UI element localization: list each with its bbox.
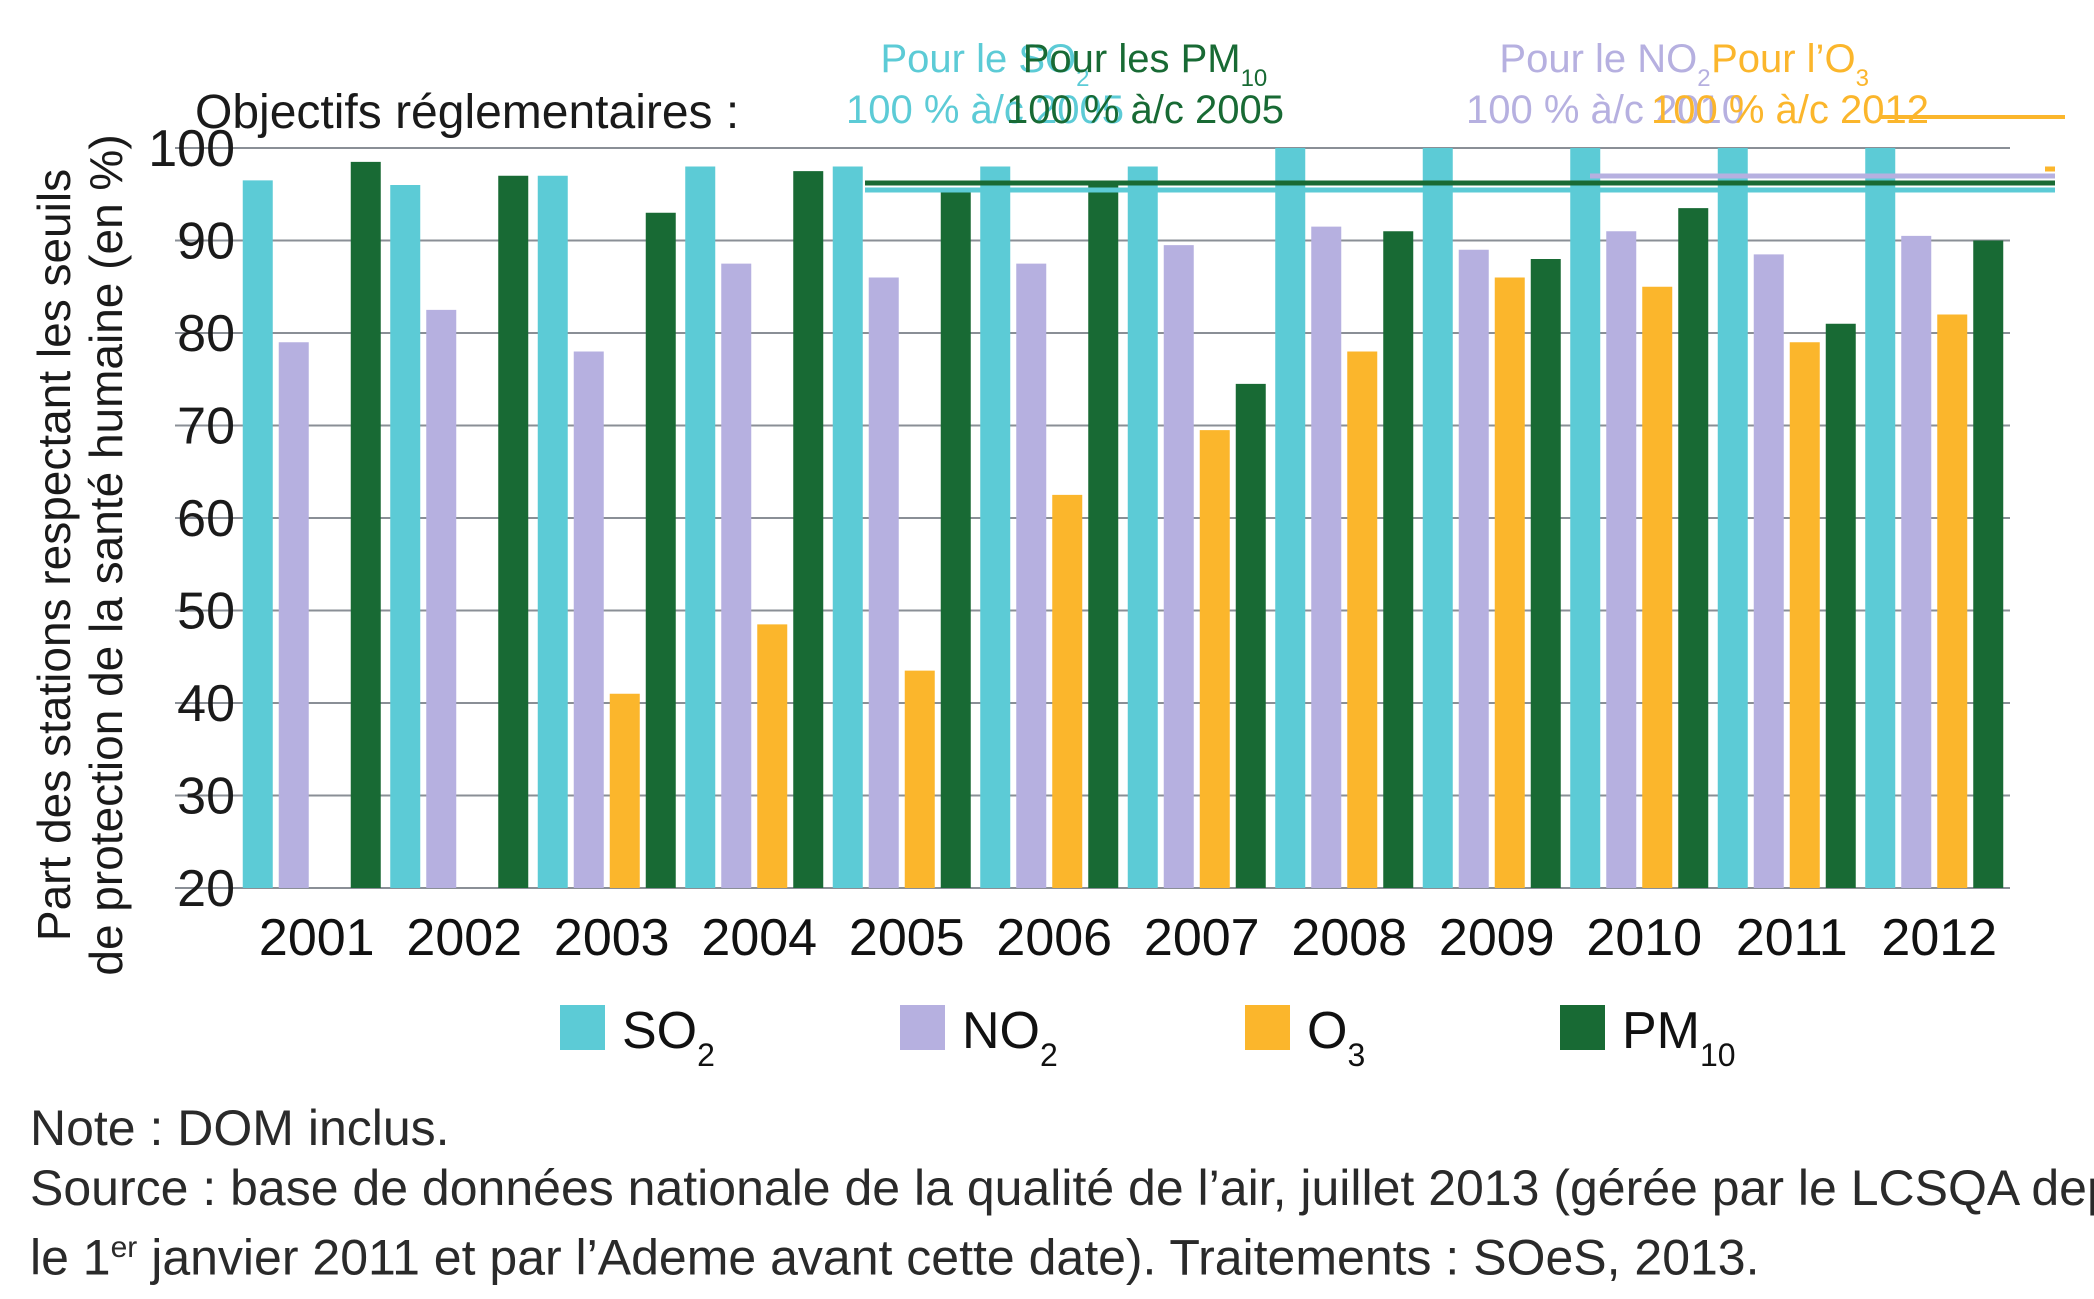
legend-label-NO2: NO2 bbox=[962, 1002, 1058, 1073]
bar-PM10-2010 bbox=[1678, 208, 1709, 888]
y-tick-label: 80 bbox=[177, 305, 235, 363]
y-tick-label: 100 bbox=[148, 120, 235, 178]
x-tick-label: 2011 bbox=[1736, 909, 1848, 967]
x-tick-label: 2006 bbox=[996, 909, 1112, 967]
legend-swatch-SO2 bbox=[560, 1005, 605, 1050]
y-tick-label: 30 bbox=[177, 768, 235, 826]
legend-label-O3: O3 bbox=[1307, 1002, 1365, 1073]
bar-O3-2008 bbox=[1347, 351, 1378, 888]
bar-NO2-2011 bbox=[1753, 254, 1784, 888]
objective-title: Pour le NO2 bbox=[1499, 37, 1710, 92]
objective-title: Pour les PM10 bbox=[1023, 37, 1268, 92]
bar-O3-2003 bbox=[609, 693, 640, 888]
source-text-line2: le 1er janvier 2011 et par l’Ademe avant… bbox=[30, 1218, 1760, 1288]
x-tick-label: 2005 bbox=[849, 909, 965, 967]
objective-title: Pour l’O3 bbox=[1711, 37, 1869, 92]
bar-PM10-2012 bbox=[1973, 240, 2004, 888]
bar-NO2-2002 bbox=[426, 309, 457, 888]
bar-PM10-2008 bbox=[1383, 231, 1414, 888]
bar-SO2-2002 bbox=[390, 185, 421, 888]
y-tick-label: 90 bbox=[177, 213, 235, 271]
bar-SO2-2003 bbox=[537, 175, 568, 888]
bar-SO2-2008 bbox=[1275, 148, 1306, 888]
legend: SO2 NO2 O3 PM10 bbox=[560, 1002, 1736, 1073]
objective-target: 100 % à/c 2005 bbox=[1006, 88, 1284, 132]
objective-title: Pour le SO2 bbox=[880, 37, 1089, 92]
y-axis-label-line2: de protection de la santé humaine (en %) bbox=[80, 134, 132, 975]
x-tick-label: 2007 bbox=[1144, 909, 1260, 967]
bar-O3-2011 bbox=[1789, 342, 1820, 888]
bar-NO2-2012 bbox=[1901, 235, 1932, 888]
bar-O3-2005 bbox=[904, 670, 935, 888]
x-tick-labels: 2001 2002 2003 2004 2005 2006 2007 2008 2009 2010… bbox=[259, 909, 1997, 967]
bar-NO2-2004 bbox=[721, 263, 752, 888]
bar-PM10-2001 bbox=[350, 161, 381, 888]
bar-SO2-2005 bbox=[832, 166, 863, 888]
objectives-label: Objectifs réglementaires : bbox=[195, 86, 739, 139]
bar-NO2-2009 bbox=[1458, 249, 1489, 888]
bar-NO2-2007 bbox=[1163, 245, 1194, 888]
objectives-annotation: Objectifs réglementaires :Pour le SO2100… bbox=[195, 37, 2065, 193]
source-line2-sup: er bbox=[110, 1231, 138, 1264]
objective-target: 100 % à/c 2012 bbox=[1651, 88, 1929, 132]
bar-PM10-2005 bbox=[940, 189, 971, 888]
bar-NO2-2008 bbox=[1311, 226, 1342, 888]
x-tick-label: 2012 bbox=[1881, 909, 1997, 967]
bar-PM10-2009 bbox=[1530, 259, 1561, 888]
bar-O3-2004 bbox=[757, 624, 788, 888]
bar-SO2-2006 bbox=[980, 166, 1011, 888]
y-axis-label: Part des stations respectant les seuils … bbox=[28, 134, 132, 975]
y-tick-label: 70 bbox=[177, 398, 235, 456]
bar-O3-2009 bbox=[1494, 277, 1525, 888]
bar-PM10-2007 bbox=[1235, 383, 1266, 888]
bar-O3-2012 bbox=[1937, 314, 1968, 888]
y-tick-label: 60 bbox=[177, 490, 235, 548]
y-tick-label: 40 bbox=[177, 675, 235, 733]
y-tick-label: 20 bbox=[177, 860, 235, 918]
bar-PM10-2004 bbox=[793, 171, 824, 888]
bar-NO2-2010 bbox=[1606, 231, 1637, 888]
bar-SO2-2004 bbox=[685, 166, 716, 888]
bars bbox=[242, 148, 2004, 888]
y-tick-labels: 20 30 40 50 60 70 80 90 100 bbox=[148, 120, 235, 918]
legend-swatch-O3 bbox=[1245, 1005, 1290, 1050]
bar-PM10-2011 bbox=[1825, 323, 1856, 888]
bar-NO2-2006 bbox=[1016, 263, 1047, 888]
legend-label-SO2: SO2 bbox=[622, 1002, 715, 1073]
x-tick-label: 2001 bbox=[259, 909, 375, 967]
bar-O3-2010 bbox=[1642, 286, 1673, 888]
bar-SO2-2010 bbox=[1570, 148, 1601, 888]
bar-PM10-2002 bbox=[498, 175, 529, 888]
x-tick-label: 2009 bbox=[1439, 909, 1555, 967]
x-tick-label: 2010 bbox=[1586, 909, 1702, 967]
bar-SO2-2007 bbox=[1127, 166, 1158, 888]
legend-label-PM10: PM10 bbox=[1622, 1002, 1736, 1073]
x-tick-label: 2003 bbox=[554, 909, 670, 967]
note-text: Note : DOM inclus. bbox=[30, 1100, 450, 1156]
x-tick-label: 2004 bbox=[701, 909, 817, 967]
bar-NO2-2001 bbox=[278, 342, 309, 888]
objective-target: 100 % à/c 2010 bbox=[1466, 88, 1744, 132]
bar-O3-2007 bbox=[1199, 430, 1230, 888]
bar-SO2-2009 bbox=[1422, 148, 1453, 888]
source-text-line1: Source : base de données nationale de la… bbox=[30, 1160, 2094, 1216]
bar-PM10-2006 bbox=[1088, 185, 1119, 888]
y-axis-label-line1: Part des stations respectant les seuils bbox=[28, 169, 80, 941]
x-tick-label: 2002 bbox=[406, 909, 522, 967]
bar-SO2-2001 bbox=[242, 180, 273, 888]
x-tick-label: 2008 bbox=[1291, 909, 1407, 967]
objective-target: 100 % à/c 2005 bbox=[846, 88, 1124, 132]
source-line2-start: le 1 bbox=[30, 1229, 111, 1286]
source-line2-end: janvier 2011 et par l’Ademe avant cette … bbox=[137, 1229, 1760, 1286]
y-tick-label: 50 bbox=[177, 583, 235, 641]
bar-SO2-2012 bbox=[1865, 148, 1896, 888]
bar-PM10-2003 bbox=[645, 212, 676, 888]
legend-swatch-PM10 bbox=[1560, 1005, 1605, 1050]
bar-SO2-2011 bbox=[1717, 148, 1748, 888]
bar-NO2-2005 bbox=[868, 277, 899, 888]
bar-O3-2006 bbox=[1052, 494, 1083, 888]
bar-NO2-2003 bbox=[573, 351, 604, 888]
legend-swatch-NO2 bbox=[900, 1005, 945, 1050]
